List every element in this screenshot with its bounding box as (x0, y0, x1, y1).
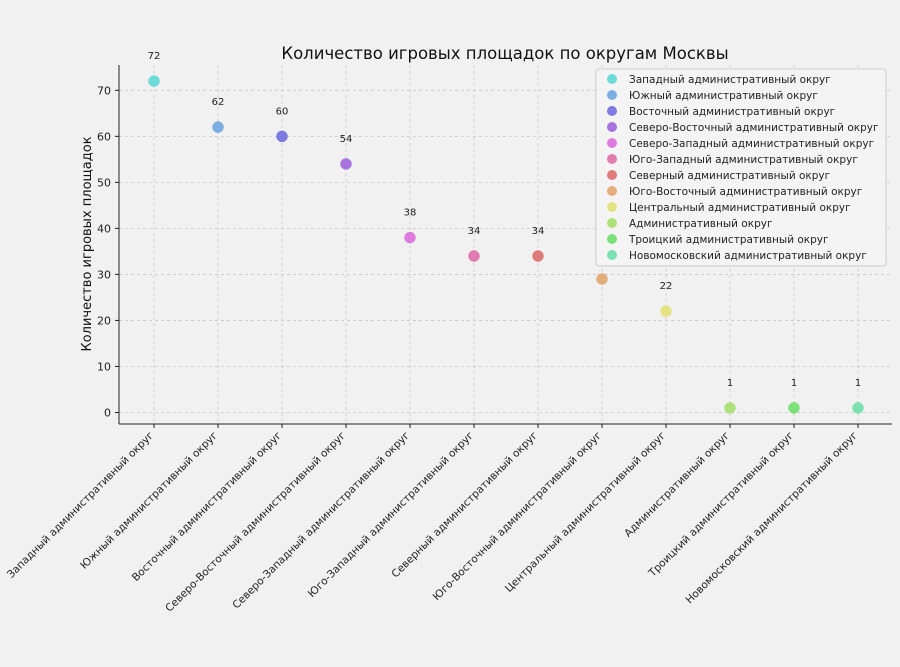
y-tick-label: 0 (104, 406, 111, 419)
legend-label: Северо-Западный административный округ (629, 138, 874, 150)
legend-marker (607, 154, 617, 164)
data-label: 54 (340, 134, 353, 145)
data-point (596, 273, 608, 285)
data-point (660, 305, 672, 317)
legend-box (595, 68, 887, 267)
y-tick-label: 70 (97, 84, 111, 97)
data-point (788, 402, 800, 414)
data-point (276, 130, 288, 143)
y-tick-label: 20 (97, 314, 111, 327)
legend-label: Административный округ (629, 218, 772, 230)
legend-label: Западный административный округ (629, 74, 831, 86)
y-tick-label: 30 (97, 268, 111, 281)
y-tick-label: 10 (97, 360, 111, 373)
legend-marker (607, 170, 617, 180)
data-label: 1 (855, 378, 861, 389)
legend-marker (607, 90, 617, 100)
data-point (468, 250, 480, 262)
legend: Западный административный округ Южный адм… (595, 68, 887, 267)
legend-label: Юго-Западный административный округ (629, 154, 858, 166)
legend-label: Южный административный округ (629, 90, 818, 102)
legend-marker (607, 138, 617, 148)
data-label: 34 (468, 226, 481, 237)
data-label: 1 (791, 378, 797, 389)
legend-marker (607, 106, 617, 116)
legend-marker (607, 74, 617, 84)
legend-marker (607, 186, 617, 196)
data-point (404, 231, 416, 244)
data-point (340, 158, 352, 170)
data-label: 60 (276, 106, 289, 117)
data-label: 22 (660, 281, 673, 292)
legend-label: Восточный административный округ (629, 106, 835, 118)
legend-label: Юго-Восточный административный округ (629, 186, 862, 198)
legend-marker (607, 202, 617, 212)
y-axis-label: Количество игровых площадок (80, 136, 95, 351)
y-tick-label: 50 (97, 176, 111, 189)
data-label: 1 (727, 378, 733, 389)
data-point (148, 75, 160, 87)
legend-marker (607, 218, 617, 228)
data-point (532, 250, 544, 262)
legend-label: Новомосковский административный округ (629, 250, 867, 262)
data-label: 62 (212, 97, 225, 108)
legend-label: Северный административный округ (629, 170, 830, 182)
legend-label: Северо-Восточный административный округ (629, 122, 879, 134)
data-point (212, 121, 224, 133)
legend-label: Центральный административный округ (629, 202, 851, 214)
data-label: 72 (148, 51, 161, 62)
data-label: 34 (532, 226, 545, 237)
legend-marker (607, 234, 617, 244)
chart-title: Количество игровых площадок по округам М… (281, 44, 728, 63)
y-tick-label: 60 (97, 130, 111, 143)
legend-label: Троицкий административный округ (628, 234, 829, 246)
data-point (724, 402, 736, 414)
data-point (852, 402, 864, 414)
y-tick-label: 40 (97, 222, 111, 235)
legend-marker (607, 122, 617, 132)
legend-marker (607, 250, 617, 260)
data-label: 38 (404, 208, 417, 219)
